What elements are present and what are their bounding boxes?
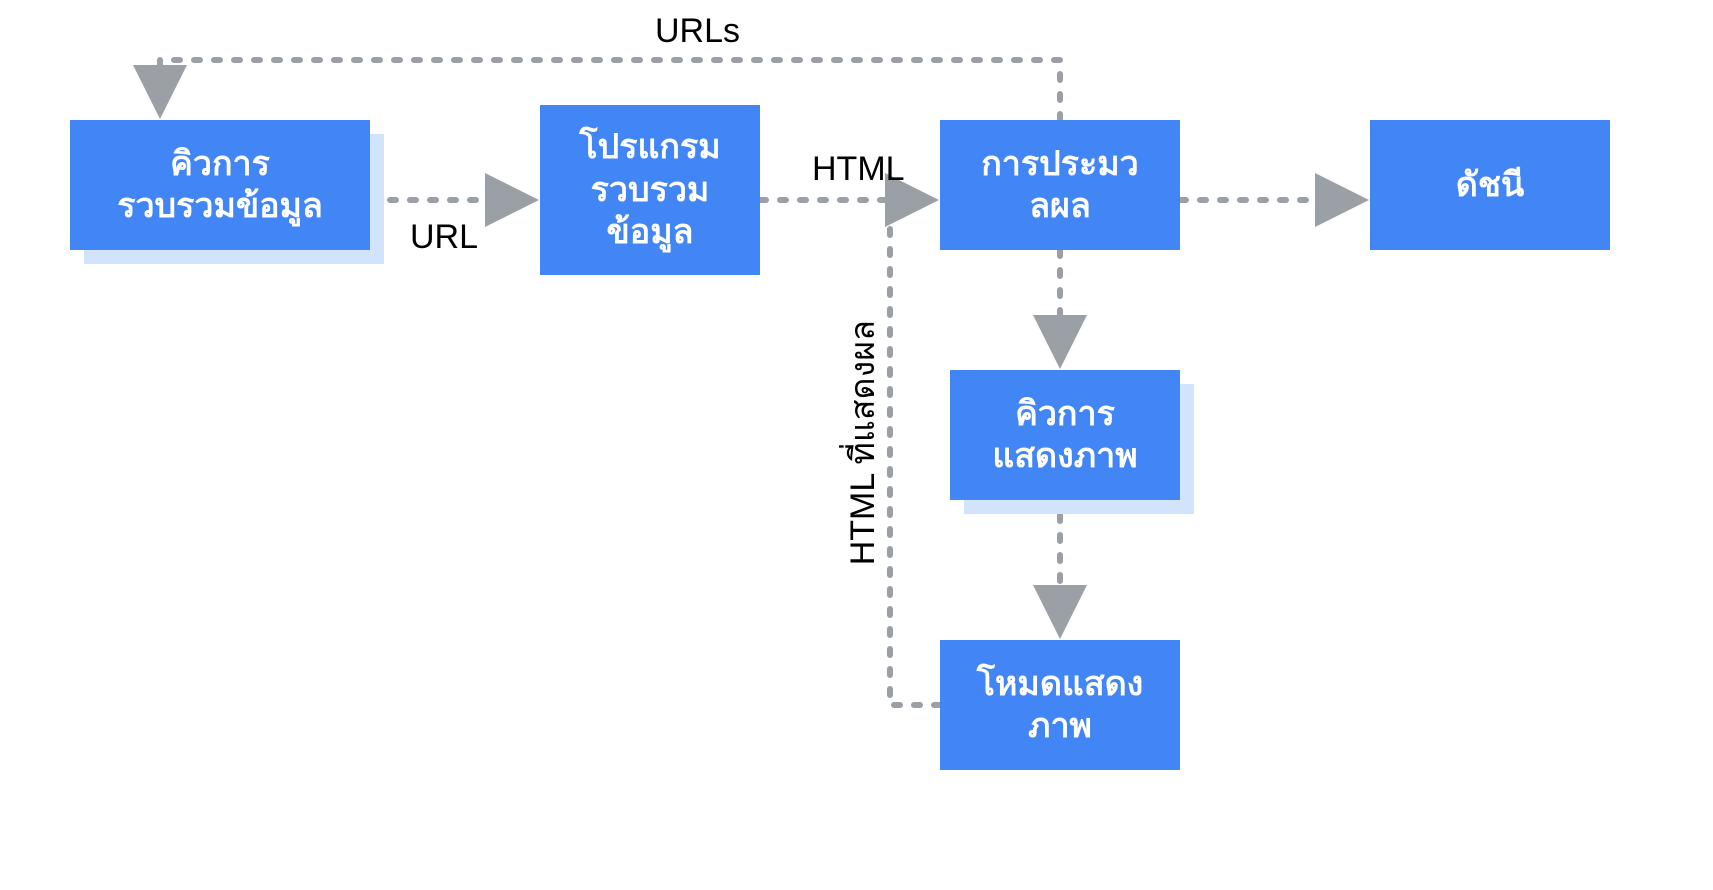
node-processing: การประมวลผล [940,120,1180,250]
edge-label-html: HTML [812,150,905,189]
edge-renderer-to-processing [890,200,940,705]
node-crawl-queue-label: คิวการรวบรวมข้อมูล [117,143,323,228]
edge-label-url: URL [410,218,478,257]
node-render-queue: คิวการแสดงภาพ [950,370,1180,500]
node-index-label: ดัชนี [1456,164,1524,207]
node-renderer: โหมดแสดงภาพ [940,640,1180,770]
node-crawl-queue: คิวการรวบรวมข้อมูล [70,120,370,250]
edge-label-rendered-html: HTML ที่แสดงผล [836,320,890,565]
edge-label-urls: URLs [655,12,740,51]
node-renderer-label: โหมดแสดงภาพ [977,663,1144,748]
node-render-queue-label: คิวการแสดงภาพ [992,393,1137,478]
node-crawler-label: โปรแกรมรวบรวมข้อมูล [579,126,720,254]
node-crawler: โปรแกรมรวบรวมข้อมูล [540,105,760,275]
node-processing-label: การประมวลผล [981,143,1139,228]
node-index: ดัชนี [1370,120,1610,250]
